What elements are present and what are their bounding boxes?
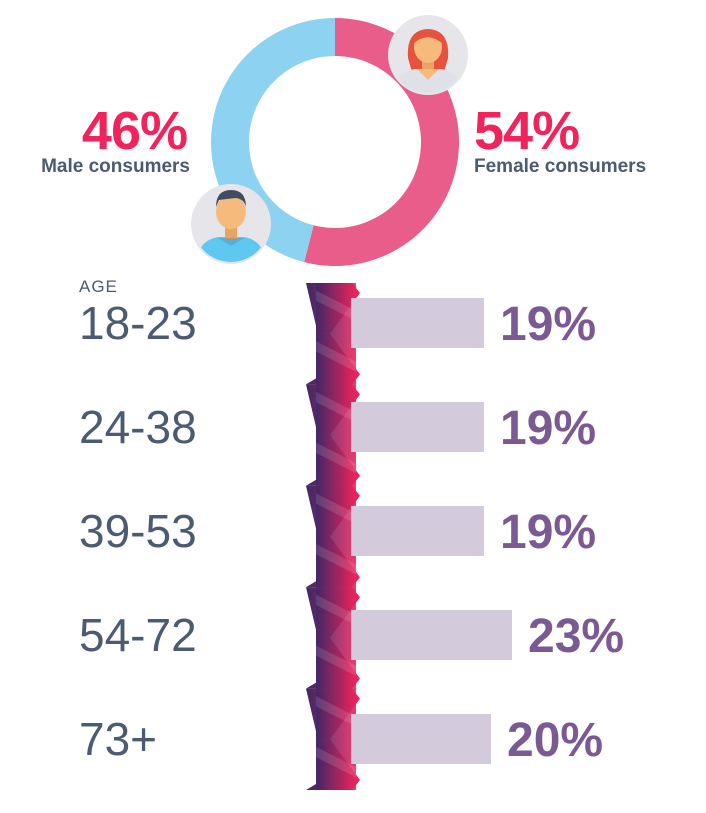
ribbon-fold <box>316 594 356 626</box>
ribbon-fold <box>316 696 356 727</box>
age-bar <box>351 298 484 348</box>
age-bars: 18-23 19% 24-38 19% 39-53 19% 54-72 23% 73+ 20% <box>79 297 624 767</box>
ribbon-fold <box>316 341 356 372</box>
age-group-label: 18-23 <box>79 297 197 349</box>
age-bar-value: 19% <box>500 402 596 455</box>
female-label: Female consumers <box>474 156 646 177</box>
male-label: Male consumers <box>41 156 190 177</box>
zigzag-ribbon <box>306 283 360 790</box>
age-bar <box>351 714 491 764</box>
age-caption: AGE <box>79 277 118 296</box>
age-group-label: 24-38 <box>79 401 197 453</box>
ribbon-fold <box>316 746 356 778</box>
age-bar <box>351 506 484 556</box>
age-bar <box>351 402 484 452</box>
ribbon-fold <box>316 493 356 524</box>
age-bar-value: 19% <box>500 506 596 559</box>
ribbon-fold <box>316 645 356 676</box>
age-bar-value: 19% <box>500 298 596 351</box>
age-group-label: 54-72 <box>79 609 197 661</box>
age-group-label: 39-53 <box>79 505 197 557</box>
female-percentage: 54% <box>474 101 579 161</box>
ribbon-spine <box>316 283 356 790</box>
ribbon-fold <box>316 290 356 322</box>
male-percentage: 46% <box>82 101 187 161</box>
ribbon-fold <box>316 392 356 423</box>
age-bar-value: 20% <box>507 714 603 767</box>
ribbon-fold <box>316 544 356 575</box>
age-group-label: 73+ <box>79 713 157 765</box>
male-avatar-icon <box>191 184 271 264</box>
age-bar <box>351 610 512 660</box>
female-avatar-icon <box>388 15 468 95</box>
ribbon-fold <box>316 442 356 474</box>
age-bar-value: 23% <box>528 610 624 663</box>
